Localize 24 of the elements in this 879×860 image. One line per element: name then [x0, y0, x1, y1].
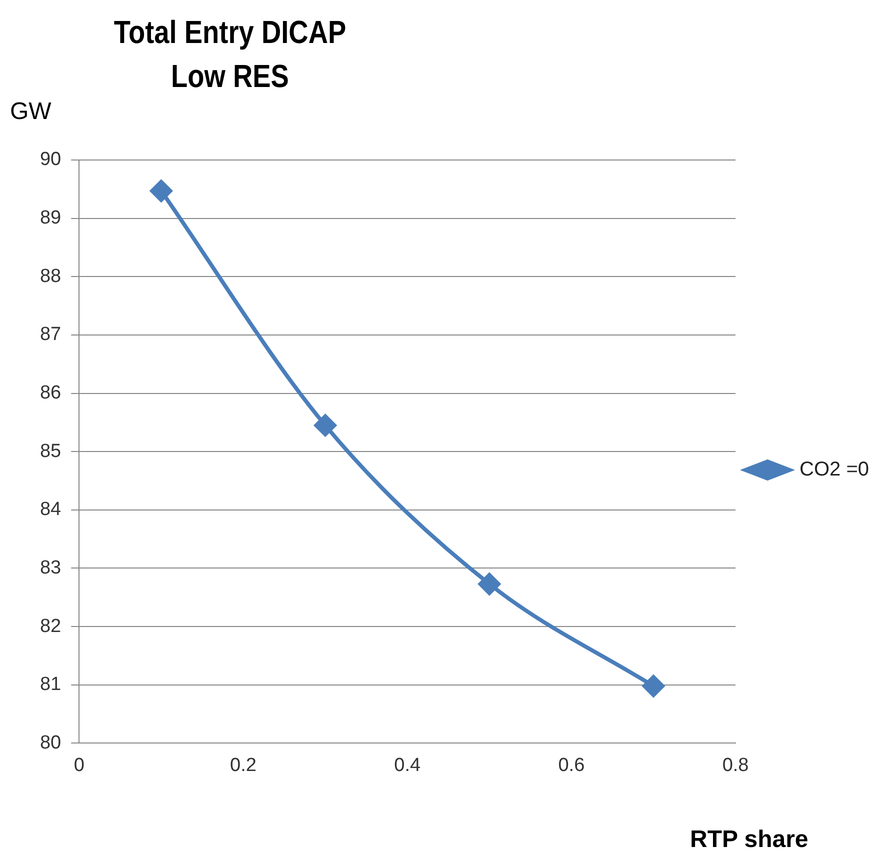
point [642, 675, 664, 698]
x-tick-label: 0.2 [230, 754, 256, 776]
y-tick-label: 83 [40, 557, 62, 578]
legend-label: CO2 =0 [800, 458, 869, 481]
y-axis-title: GW [10, 98, 52, 126]
point [150, 180, 172, 202]
y-tick-label: 86 [40, 382, 62, 404]
y-tick-label: 82 [40, 616, 62, 637]
x-tick-label: 0.4 [394, 754, 421, 776]
y-tick-label: 88 [40, 266, 62, 287]
y-tick-label: 85 [40, 440, 62, 462]
x-tick-label: 0.8 [722, 754, 749, 776]
chart-title: Total Entry DICAP Low RES [112, 13, 348, 96]
point [478, 572, 500, 595]
x-tick-label: 0 [74, 754, 84, 776]
y-tick-label: 84 [40, 499, 62, 520]
y-tick-label: 80 [40, 732, 62, 754]
y-tick-label: 81 [40, 674, 62, 696]
y-tick-label: 90 [40, 149, 62, 170]
x-axis-title: RTP share [690, 826, 808, 854]
x-tick-label: 0.6 [558, 754, 585, 776]
point [314, 414, 336, 436]
y-tick-label: 89 [40, 208, 62, 229]
y-tick-label: 87 [40, 324, 62, 346]
